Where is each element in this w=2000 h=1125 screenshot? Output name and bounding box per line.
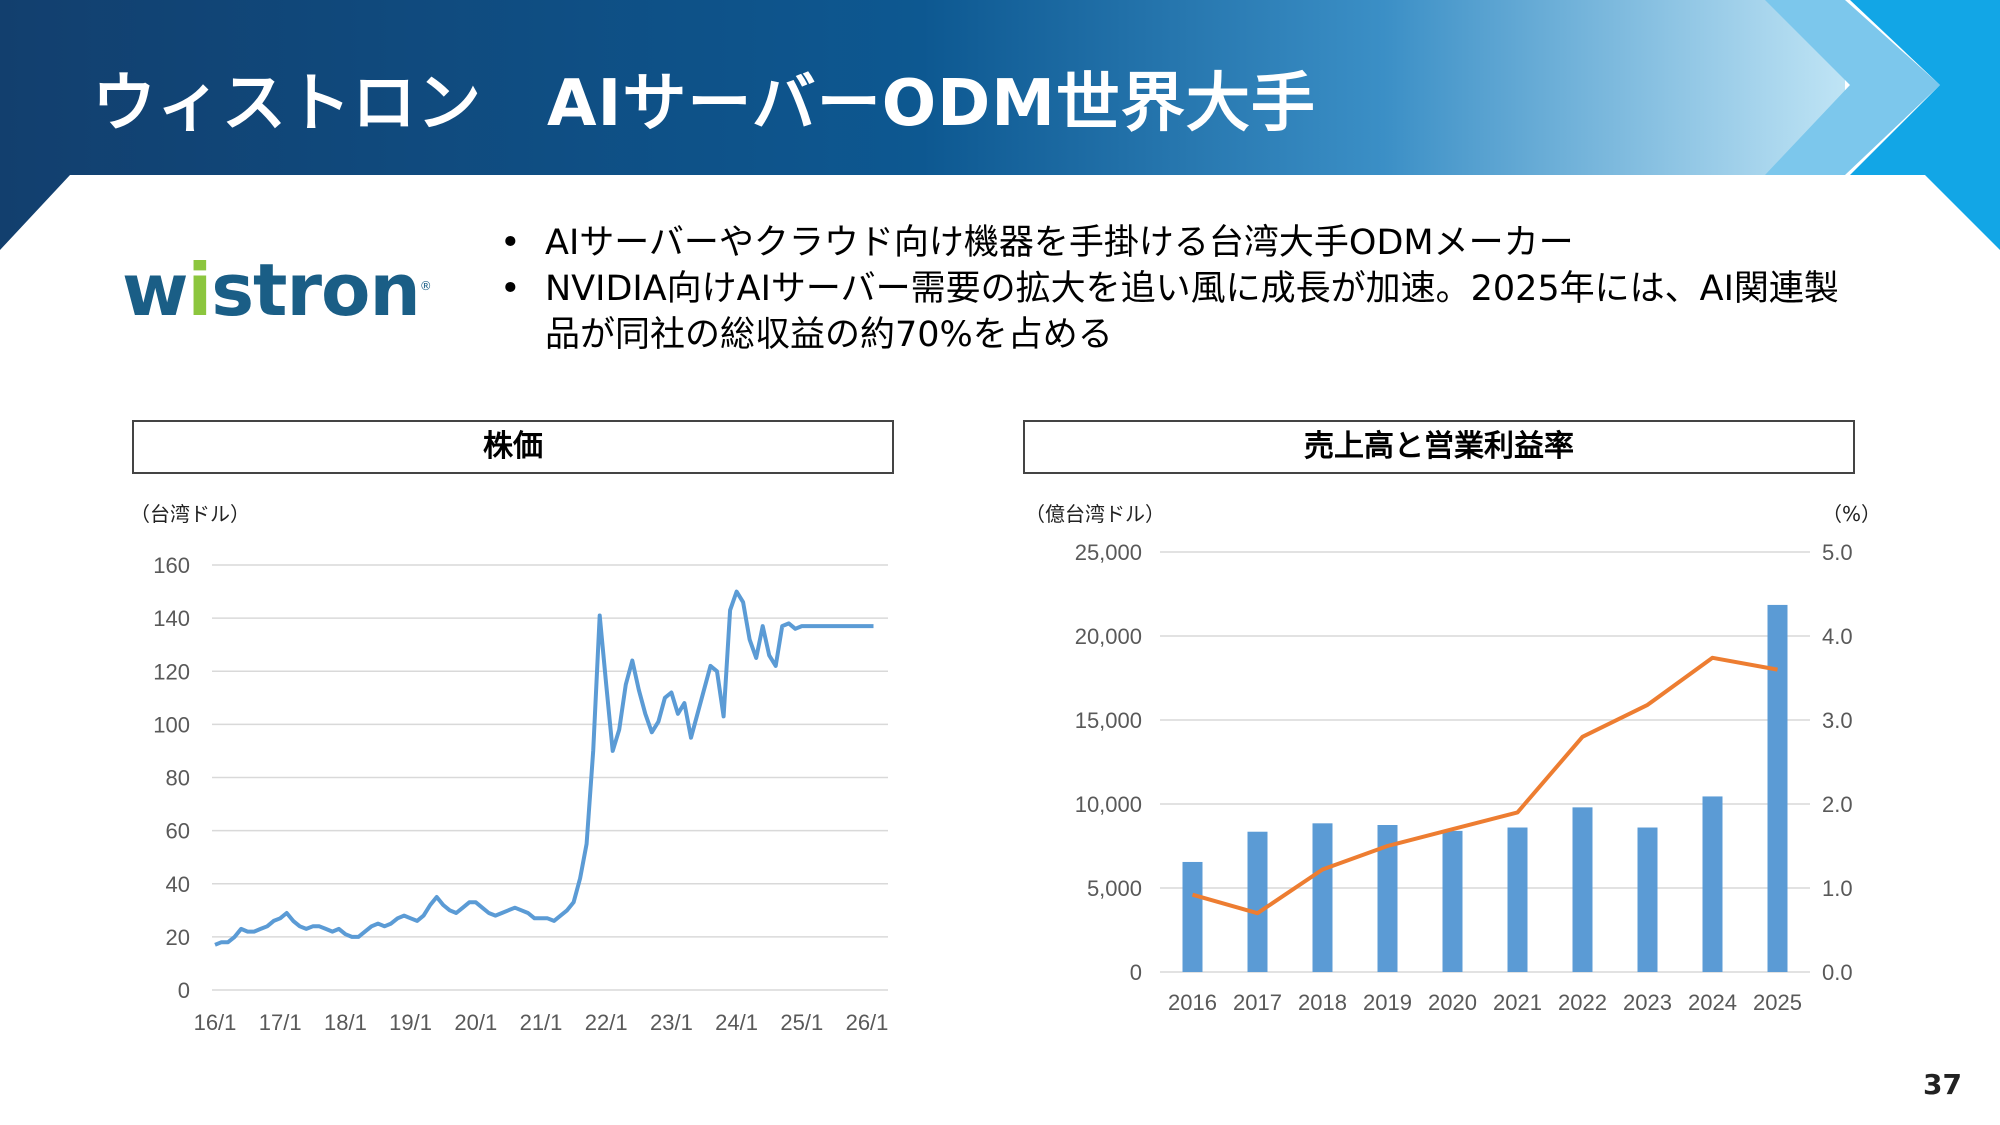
stock-x-tick-label: 19/1: [389, 1010, 432, 1035]
margin-y-tick-label: 2.0: [1822, 792, 1853, 817]
stock-y-tick-label: 40: [166, 872, 190, 897]
stock-y-tick-label: 0: [178, 978, 190, 1003]
revenue-x-tick-label: 2025: [1753, 990, 1802, 1015]
revenue-x-tick-label: 2021: [1493, 990, 1542, 1015]
revenue-x-tick-label: 2020: [1428, 990, 1477, 1015]
margin-y-tick-label: 1.0: [1822, 876, 1853, 901]
revenue-x-tick-label: 2018: [1298, 990, 1347, 1015]
bullet-list: AIサーバーやクラウド向け機器を手掛ける台湾大手ODMメーカー NVIDIA向け…: [495, 220, 1845, 358]
stock-price-panel-title: 株価: [132, 420, 894, 474]
stock-y-tick-label: 100: [153, 712, 190, 737]
header-arrow-accent: [1850, 0, 2000, 250]
stock-x-tick-label: 17/1: [259, 1010, 302, 1035]
logo-text-i: i: [187, 248, 213, 332]
logo-text-stron: stron: [211, 248, 421, 332]
stock-y-tick-label: 20: [166, 925, 190, 950]
revenue-bar: [1182, 861, 1203, 972]
stock-x-tick-label: 23/1: [650, 1010, 693, 1035]
stock-y-tick-label: 120: [153, 659, 190, 684]
revenue-panel-title: 売上高と営業利益率: [1023, 420, 1855, 474]
revenue-x-tick-label: 2024: [1688, 990, 1737, 1015]
stock-y-tick-label: 140: [153, 606, 190, 631]
revenue-y-tick-label: 10,000: [1075, 792, 1142, 817]
header-arrow-light: [1765, 0, 1940, 175]
revenue-bar: [1572, 807, 1593, 972]
header-background: [0, 0, 1845, 250]
page-number: 37: [1923, 1068, 1962, 1101]
header-banner: [0, 0, 2000, 250]
slide-title: ウィストロン AIサーバーODM世界大手: [92, 67, 1316, 141]
stock-x-tick-label: 16/1: [194, 1010, 237, 1035]
revenue-x-tick-label: 2016: [1168, 990, 1217, 1015]
slide-header: ウィストロン AIサーバーODM世界大手: [0, 0, 2000, 250]
revenue-y-tick-label: 0: [1130, 960, 1142, 985]
revenue-x-tick-label: 2022: [1558, 990, 1607, 1015]
revenue-bar: [1507, 827, 1528, 972]
stock-x-tick-label: 22/1: [585, 1010, 628, 1035]
margin-y-tick-label: 4.0: [1822, 624, 1853, 649]
margin-y-tick-label: 3.0: [1822, 708, 1853, 733]
stock-x-tick-label: 20/1: [454, 1010, 497, 1035]
bullet-item: NVIDIA向けAIサーバー需要の拡大を追い風に成長が加速。2025年には、AI…: [495, 266, 1845, 358]
revenue-unit-label: （億台湾ドル）: [1025, 502, 1165, 526]
stock-x-tick-label: 24/1: [715, 1010, 758, 1035]
stock-y-tick-label: 80: [166, 766, 190, 791]
logo-text-w: w: [122, 248, 189, 332]
revenue-x-tick-label: 2019: [1363, 990, 1412, 1015]
revenue-bar: [1377, 825, 1398, 972]
revenue-bar: [1312, 823, 1333, 972]
revenue-bar: [1767, 604, 1788, 972]
revenue-bar: [1702, 796, 1723, 972]
revenue-bar: [1247, 831, 1268, 972]
stock-x-tick-label: 25/1: [780, 1010, 823, 1035]
revenue-y-tick-label: 20,000: [1075, 624, 1142, 649]
revenue-y-tick-label: 5,000: [1087, 876, 1142, 901]
revenue-bar: [1637, 827, 1658, 972]
stock-y-tick-label: 160: [153, 553, 190, 578]
stock-unit-label: （台湾ドル）: [130, 502, 250, 526]
revenue-x-tick-label: 2017: [1233, 990, 1282, 1015]
revenue-y-tick-label: 15,000: [1075, 708, 1142, 733]
stock-price-line: [214, 589, 874, 947]
margin-y-tick-label: 0.0: [1822, 960, 1853, 985]
bullet-item: AIサーバーやクラウド向け機器を手掛ける台湾大手ODMメーカー: [495, 220, 1845, 266]
wistron-logo: wistron®: [122, 248, 432, 332]
revenue-x-tick-label: 2023: [1623, 990, 1672, 1015]
margin-y-tick-label: 5.0: [1822, 540, 1853, 565]
operating-margin-line: [1191, 655, 1778, 916]
revenue-bar: [1442, 830, 1463, 972]
stock-x-tick-label: 21/1: [520, 1010, 563, 1035]
logo-registered-mark: ®: [419, 279, 432, 293]
stock-x-tick-label: 26/1: [846, 1010, 889, 1035]
stock-x-tick-label: 18/1: [324, 1010, 367, 1035]
stock-y-tick-label: 60: [166, 819, 190, 844]
margin-unit-label: （%）: [1822, 502, 1882, 526]
revenue-y-tick-label: 25,000: [1075, 540, 1142, 565]
